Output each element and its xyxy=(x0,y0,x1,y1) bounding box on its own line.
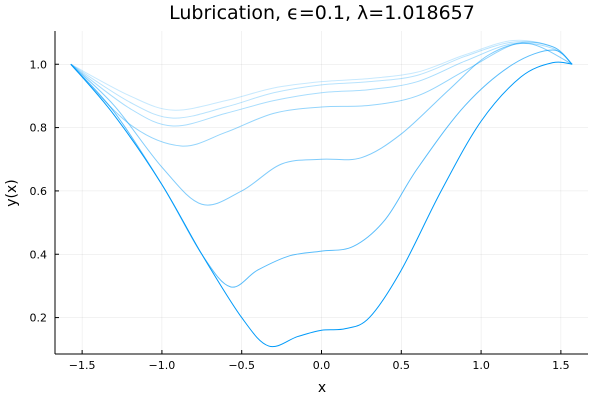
x-axis-label: x xyxy=(318,380,326,396)
y-tick-label: 0.4 xyxy=(30,248,48,261)
axes xyxy=(54,31,588,355)
series-line-2 xyxy=(70,41,573,119)
y-tick-label: 0.2 xyxy=(30,312,48,325)
y-tick-label: 0.8 xyxy=(30,122,48,135)
y-tick-label: 1.0 xyxy=(30,58,48,71)
series-line-7 xyxy=(70,61,573,348)
x-tick-label: 0.0 xyxy=(313,359,331,372)
x-tick-label: −0.5 xyxy=(228,359,255,372)
chart-title: Lubrication, ϵ=0.1, λ=1.018657 xyxy=(169,2,475,24)
x-tick-label: 0.5 xyxy=(393,359,411,372)
x-tick-label: −1.5 xyxy=(69,359,96,372)
x-tick-label: 1.0 xyxy=(472,359,490,372)
tick-labels: −1.5 −1.0 −0.5 0.0 0.5 1.0 1.5 0.2 0.4 0.6 0.8 1.0 xyxy=(30,58,570,372)
y-axis-label: y(x) xyxy=(4,179,20,207)
x-tick-label: −1.0 xyxy=(149,359,176,372)
x-tick-label: 1.5 xyxy=(552,359,570,372)
series-line-1 xyxy=(70,39,573,111)
series-line-5 xyxy=(70,42,573,206)
series-line-3 xyxy=(70,42,573,127)
grid xyxy=(55,31,588,354)
series-group xyxy=(70,39,573,348)
series-line-4 xyxy=(70,41,573,147)
y-tick-label: 0.6 xyxy=(30,185,48,198)
